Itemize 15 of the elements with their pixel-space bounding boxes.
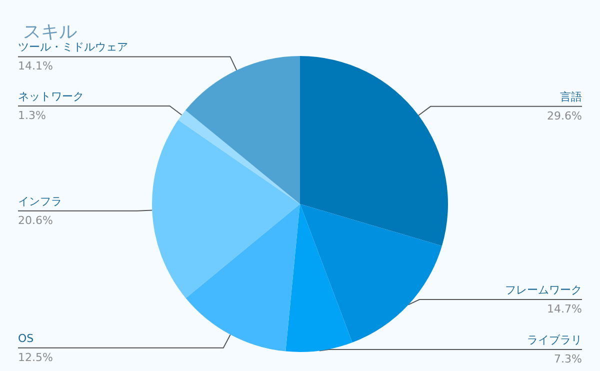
slice-label: フレームワーク xyxy=(505,284,582,297)
data-label: 1.3% xyxy=(18,109,46,122)
data-label: 7.3% xyxy=(554,352,582,366)
data-label: 14.1% xyxy=(18,60,53,73)
slice-label: インフラ xyxy=(18,194,62,208)
chart-title: スキル xyxy=(23,22,77,42)
data-label: 12.5% xyxy=(18,350,53,364)
slice-label: OS xyxy=(18,332,34,345)
slice-label: ライブラリ xyxy=(527,334,582,346)
data-label: 14.7% xyxy=(547,302,582,316)
slice-label: ツール・ミドルウェア xyxy=(18,40,128,54)
data-label: 29.6% xyxy=(547,109,582,122)
data-label: 20.6% xyxy=(18,214,53,227)
slice-label: ネットワーク xyxy=(18,90,84,104)
slice-label: 言語 xyxy=(560,90,582,104)
